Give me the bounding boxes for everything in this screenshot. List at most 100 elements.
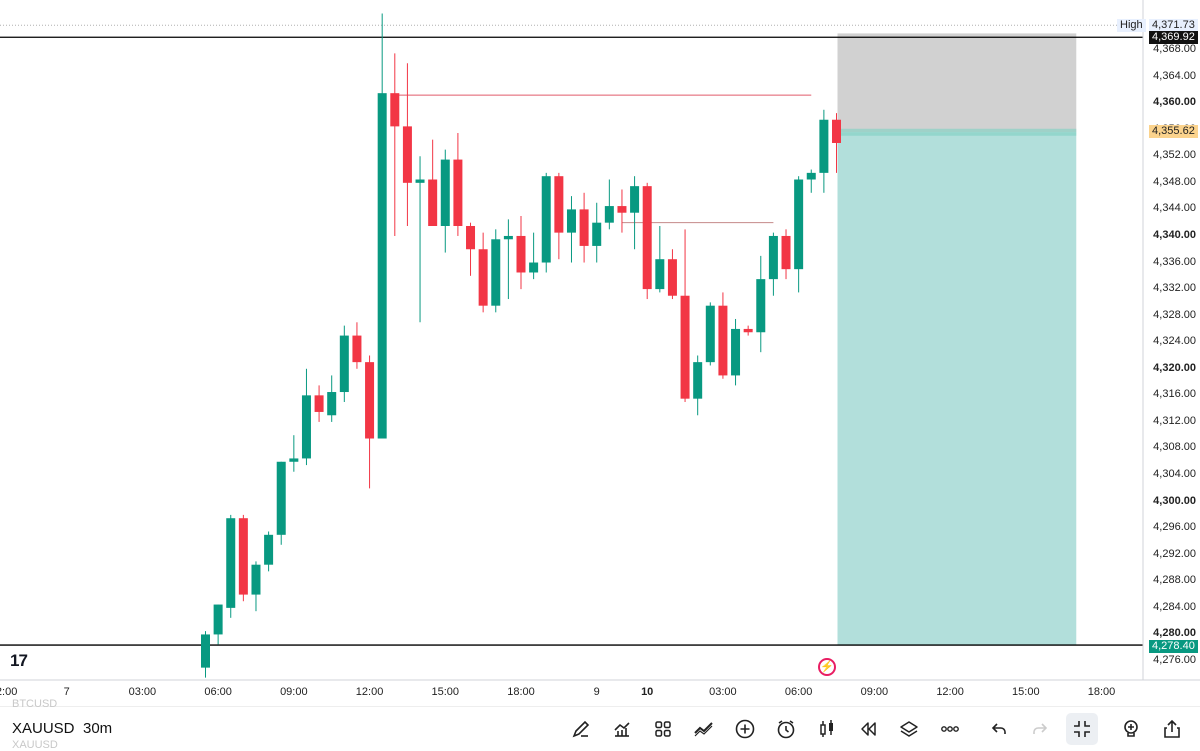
candle-body: [554, 176, 564, 233]
candle-body: [579, 209, 589, 246]
candle-body: [314, 395, 324, 412]
price-tick-label: 4,340.00: [1153, 228, 1196, 241]
draw-icon[interactable]: [567, 715, 595, 743]
candle-body: [630, 186, 640, 213]
price-tick-label: 4,360.00: [1153, 96, 1196, 109]
chart-canvas[interactable]: [0, 0, 1200, 706]
price-tick-label: 4,276.00: [1153, 654, 1196, 666]
idea-icon[interactable]: [1117, 715, 1145, 743]
candle-body: [440, 159, 450, 226]
candle-body: [604, 206, 614, 223]
price-tick-label: 4,316.00: [1153, 388, 1196, 401]
price-tick-label: 4,280.00: [1153, 627, 1196, 640]
add-icon[interactable]: [731, 715, 759, 743]
time-tick-label: 09:00: [860, 686, 889, 698]
candle-body: [251, 564, 261, 595]
candles-icon[interactable]: [813, 715, 841, 743]
bottom-line-price-tag: 4,278.40: [1149, 640, 1198, 653]
undo-icon[interactable]: [985, 715, 1013, 743]
candle-body: [276, 461, 286, 535]
candle-body: [415, 179, 425, 183]
ghost-symbol-bottom: XAUUSD: [12, 739, 58, 751]
price-tick-label: 4,312.00: [1153, 414, 1196, 427]
candle-body: [264, 534, 274, 565]
candle-body: [680, 295, 690, 399]
fullscreen-icon[interactable]: [1066, 713, 1098, 745]
price-tick-label: 4,336.00: [1153, 255, 1196, 268]
candle-body: [794, 179, 804, 270]
interval-label[interactable]: 30m: [83, 720, 113, 737]
candle-body: [402, 126, 412, 183]
candle-body: [238, 518, 248, 595]
candle-body: [301, 395, 311, 459]
candle-body: [377, 93, 387, 439]
time-tick-label: 9: [593, 686, 600, 698]
candle-body: [453, 159, 463, 226]
symbol-label[interactable]: XAUUSD: [12, 720, 75, 737]
price-tick-label: 4,300.00: [1153, 494, 1196, 507]
price-tick-label: 4,364.00: [1153, 69, 1196, 82]
flash-icon[interactable]: ⚡: [818, 658, 836, 676]
price-tick-label: 4,296.00: [1153, 521, 1196, 534]
candle-body: [327, 392, 337, 416]
candle-body: [566, 209, 576, 233]
alert-icon[interactable]: [772, 715, 800, 743]
layout-grid-icon[interactable]: [649, 715, 677, 743]
time-tick-label: 18:00: [507, 686, 535, 698]
time-tick-label: 12:00: [355, 686, 384, 698]
price-tick-label: 4,304.00: [1153, 468, 1196, 481]
price-tick-label: 4,284.00: [1153, 600, 1196, 613]
high-price-tag: 4,371.73: [1149, 19, 1198, 32]
price-tick-label: 4,332.00: [1153, 282, 1196, 295]
tradingview-logo[interactable]: 17: [10, 651, 28, 670]
layers-icon[interactable]: [895, 715, 923, 743]
compare-icon[interactable]: [690, 715, 718, 743]
candle-body: [213, 604, 223, 635]
candle-body: [806, 172, 816, 180]
ghost-symbol-top: BTCUSD: [12, 698, 58, 710]
price-tick-label: 4,368.00: [1153, 43, 1196, 55]
candle-body: [642, 186, 652, 290]
time-tick-label: 7: [63, 686, 70, 698]
time-tick-label: 18:00: [1087, 686, 1116, 698]
candle-body: [529, 262, 539, 273]
time-tick-label: 15:00: [431, 686, 460, 698]
candle-body: [289, 458, 299, 462]
time-tick-label: 09:00: [280, 686, 308, 698]
candle-body: [768, 235, 778, 280]
price-tick-label: 4,308.00: [1153, 441, 1196, 454]
time-tick-label: 03:00: [709, 686, 737, 698]
candle-body: [718, 305, 728, 376]
time-tick-label: 06:00: [784, 686, 813, 698]
stop-loss-zone: [837, 33, 1077, 133]
price-tick-label: 4,344.00: [1153, 202, 1196, 215]
price-tick-label: 4,288.00: [1153, 574, 1196, 587]
more-icon[interactable]: [936, 715, 964, 743]
price-tick-label: 4,320.00: [1153, 361, 1196, 374]
candle-body: [617, 206, 627, 213]
high-label: High: [1117, 19, 1146, 32]
redo-icon[interactable]: [1026, 715, 1054, 743]
candle-body: [541, 176, 551, 263]
time-tick-label: 15:00: [1012, 686, 1040, 698]
candle-body: [491, 239, 501, 306]
candle-body: [352, 335, 362, 363]
price-tick-label: 4,292.00: [1153, 547, 1196, 560]
share-icon[interactable]: [1158, 715, 1186, 743]
candle-body: [781, 235, 791, 270]
candle-body: [201, 634, 210, 668]
replay-icon[interactable]: [854, 715, 882, 743]
time-tick-label: 12:00: [936, 686, 964, 698]
candle-body: [339, 335, 349, 393]
bottom-toolbar: BTCUSD XAUUSD 30m XAUUSD: [0, 698, 1200, 751]
candle-body: [390, 93, 400, 127]
candle-body: [478, 249, 488, 306]
candle-body: [743, 328, 753, 333]
price-tick-label: 4,348.00: [1153, 175, 1196, 188]
time-tick-label: 06:00: [204, 686, 232, 698]
indicators-icon[interactable]: [608, 715, 636, 743]
time-tick-label: 22:00: [0, 686, 18, 698]
candle-body: [667, 259, 677, 296]
take-profit-zone: [837, 132, 1077, 646]
candle-body: [503, 235, 513, 240]
